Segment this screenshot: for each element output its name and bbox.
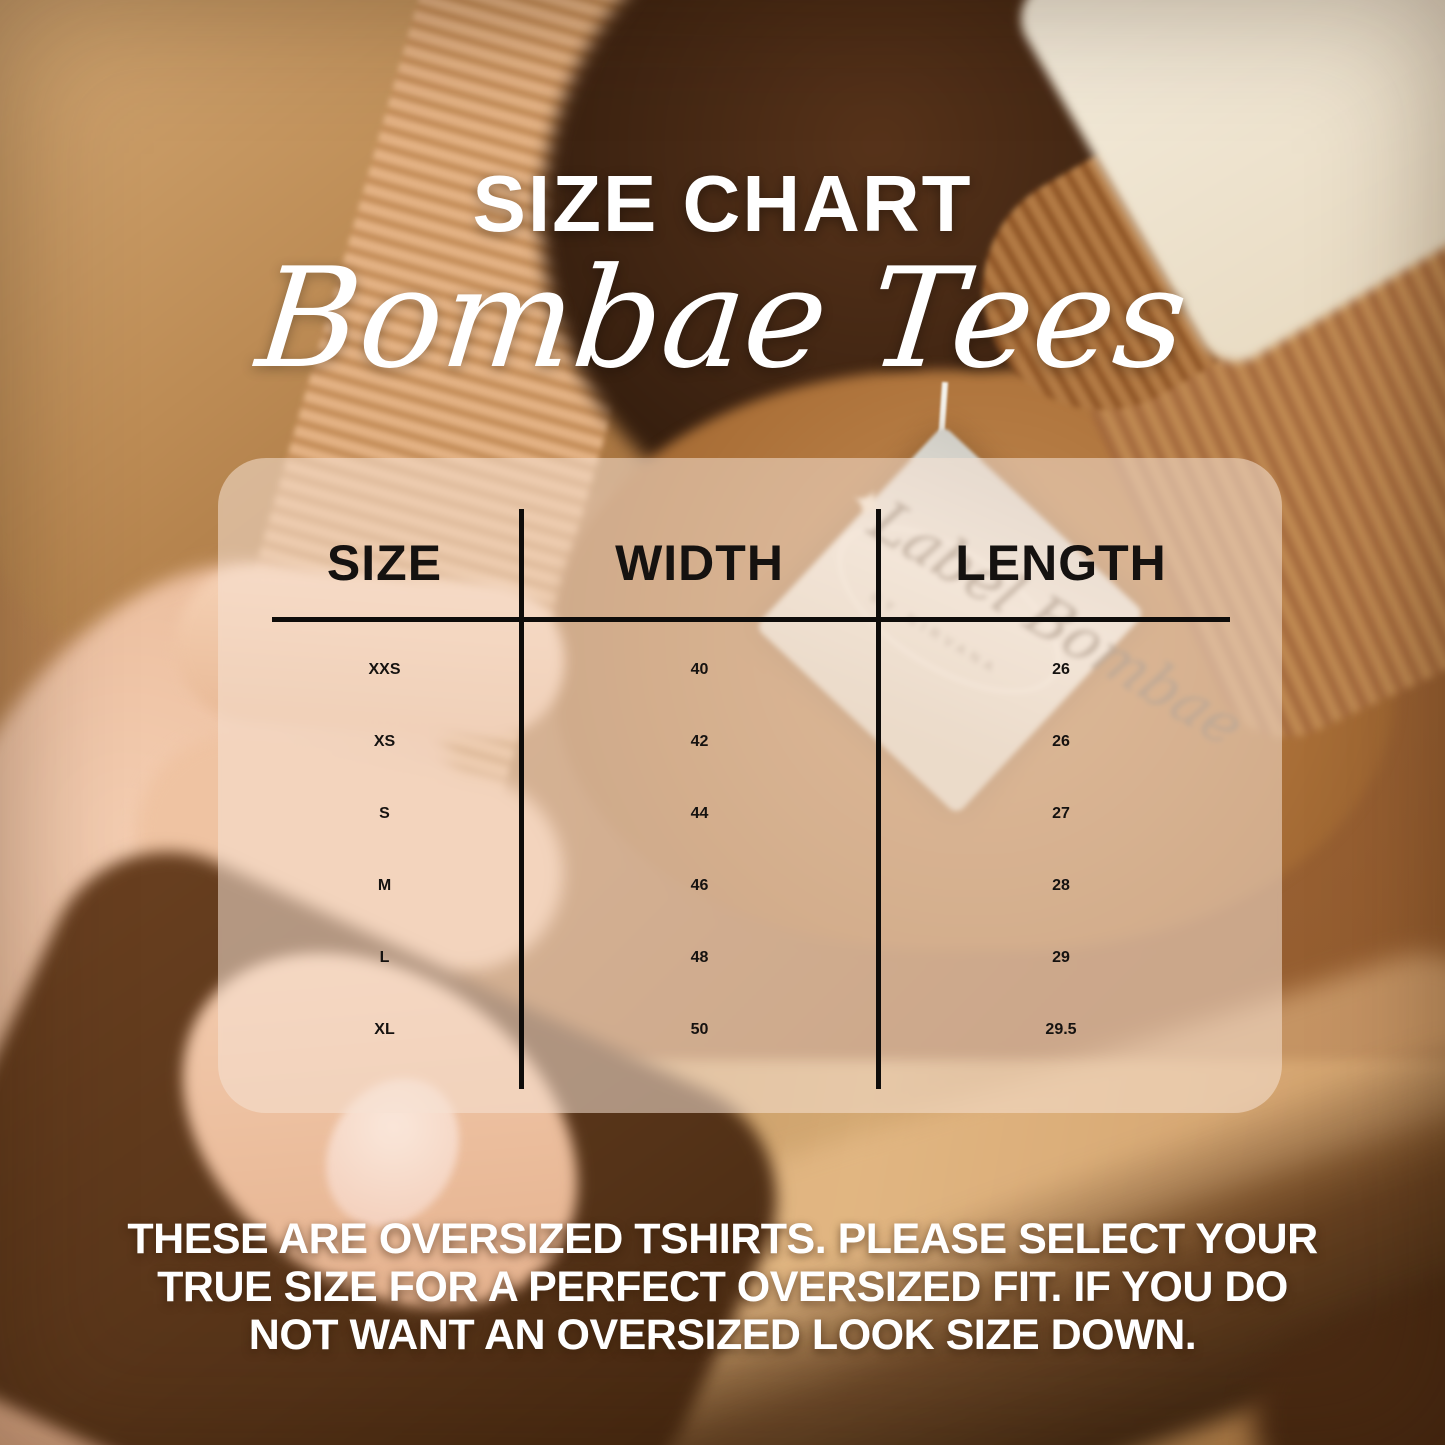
cell-length: 26 xyxy=(1052,661,1070,678)
table-row: XS 42 26 xyxy=(218,706,1282,778)
cell-size: L xyxy=(379,949,390,966)
table-row: S 44 27 xyxy=(218,778,1282,850)
footer-line-2: TRUE SIZE FOR A PERFECT OVERSIZED FIT. I… xyxy=(157,1263,1288,1312)
brand-script-title: Bombae Tees xyxy=(250,238,1195,399)
table-row: XXS 40 26 xyxy=(218,634,1282,706)
cell-size: M xyxy=(377,877,392,894)
table-row: M 46 28 xyxy=(218,850,1282,922)
footer-line-3: NOT WANT AN OVERSIZED LOOK SIZE DOWN. xyxy=(248,1311,1197,1360)
column-divider-1 xyxy=(519,509,524,1089)
column-divider-2 xyxy=(876,509,881,1089)
cell-width: 42 xyxy=(690,733,709,750)
page-title: SIZE CHART xyxy=(472,159,973,248)
cell-length: 29 xyxy=(1052,949,1070,966)
cell-length: 26 xyxy=(1052,733,1070,750)
table-body: XXS 40 26 XS 42 26 S 44 27 M 46 28 L 48 xyxy=(218,634,1282,1066)
cell-width: 40 xyxy=(690,661,709,678)
cell-width: 44 xyxy=(690,805,709,822)
cell-length: 27 xyxy=(1052,805,1070,822)
cell-length: 28 xyxy=(1052,877,1070,894)
cell-size: XS xyxy=(373,733,396,750)
column-header-width: WIDTH xyxy=(615,535,784,591)
size-table-panel: SIZE WIDTH LENGTH XXS 40 26 XS 42 26 S 4… xyxy=(218,458,1282,1113)
column-header-size: SIZE xyxy=(326,535,443,591)
footer-line-1: THESE ARE OVERSIZED TSHIRTS. PLEASE SELE… xyxy=(127,1215,1318,1263)
cell-size: S xyxy=(379,805,390,822)
cell-length: 29.5 xyxy=(1045,1021,1077,1038)
cell-width: 48 xyxy=(690,949,709,966)
footer-note: THESE ARE OVERSIZED TSHIRTS. PLEASE SELE… xyxy=(0,1215,1445,1359)
cell-width: 50 xyxy=(690,1021,709,1038)
header-divider-line xyxy=(272,617,1230,622)
column-header-length: LENGTH xyxy=(955,535,1167,591)
cell-width: 46 xyxy=(690,877,709,894)
table-header-row: SIZE WIDTH LENGTH xyxy=(218,513,1282,613)
table-row: XL 50 29.5 xyxy=(218,994,1282,1066)
table-row: L 48 29 xyxy=(218,922,1282,994)
cell-size: XL xyxy=(374,1021,395,1038)
cell-size: XXS xyxy=(368,661,401,678)
